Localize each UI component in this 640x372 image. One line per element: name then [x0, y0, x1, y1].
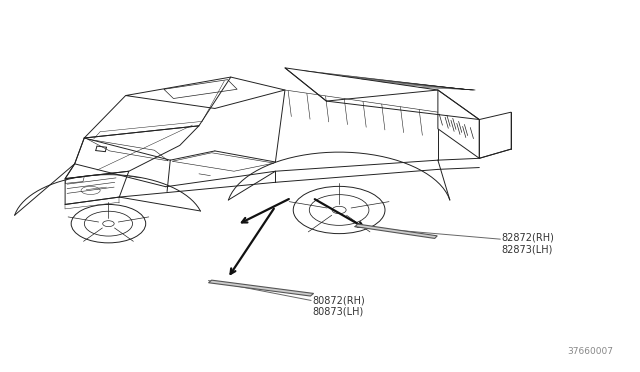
Polygon shape: [355, 224, 437, 238]
Polygon shape: [209, 280, 314, 296]
Text: 82872(RH)
82873(LH): 82872(RH) 82873(LH): [502, 232, 554, 254]
Text: 37660007: 37660007: [567, 347, 613, 356]
Text: 80872(RH)
80873(LH): 80872(RH) 80873(LH): [312, 295, 365, 317]
